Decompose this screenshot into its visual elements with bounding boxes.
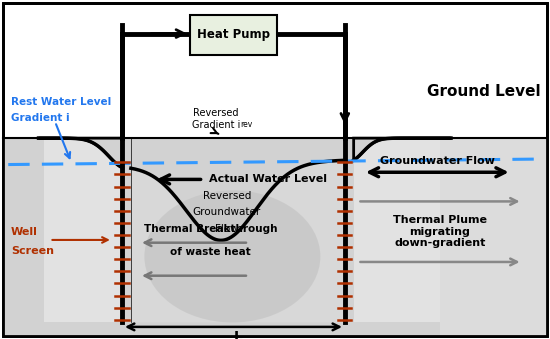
Polygon shape bbox=[354, 138, 451, 160]
Text: Reversed
Gradient i: Reversed Gradient i bbox=[192, 108, 240, 130]
Bar bbox=[440, 138, 547, 336]
Polygon shape bbox=[39, 138, 122, 167]
Polygon shape bbox=[131, 160, 345, 322]
Text: Ground Level: Ground Level bbox=[427, 84, 541, 99]
Text: rev: rev bbox=[241, 120, 253, 129]
Polygon shape bbox=[354, 138, 440, 322]
FancyBboxPatch shape bbox=[190, 15, 277, 55]
Text: Rest Water Level: Rest Water Level bbox=[11, 97, 111, 107]
Text: Groundwater: Groundwater bbox=[192, 207, 261, 217]
Text: Thermal Plume
migrating
down-gradient: Thermal Plume migrating down-gradient bbox=[393, 215, 487, 248]
Text: Well: Well bbox=[11, 227, 38, 237]
Text: Thermal Breakthrough: Thermal Breakthrough bbox=[144, 224, 277, 235]
Bar bbox=[3, 138, 547, 336]
Text: Flow: Flow bbox=[215, 224, 239, 234]
Text: Actual Water Level: Actual Water Level bbox=[209, 174, 327, 184]
Text: L: L bbox=[233, 330, 243, 339]
Text: Groundwater Flow: Groundwater Flow bbox=[380, 156, 494, 166]
Text: of waste heat: of waste heat bbox=[170, 247, 251, 257]
Text: Gradient i: Gradient i bbox=[11, 113, 70, 123]
Text: Reversed: Reversed bbox=[203, 191, 251, 201]
Text: Heat Pump: Heat Pump bbox=[197, 28, 270, 41]
Polygon shape bbox=[44, 138, 122, 322]
Text: Screen: Screen bbox=[11, 246, 54, 256]
Ellipse shape bbox=[145, 191, 320, 322]
